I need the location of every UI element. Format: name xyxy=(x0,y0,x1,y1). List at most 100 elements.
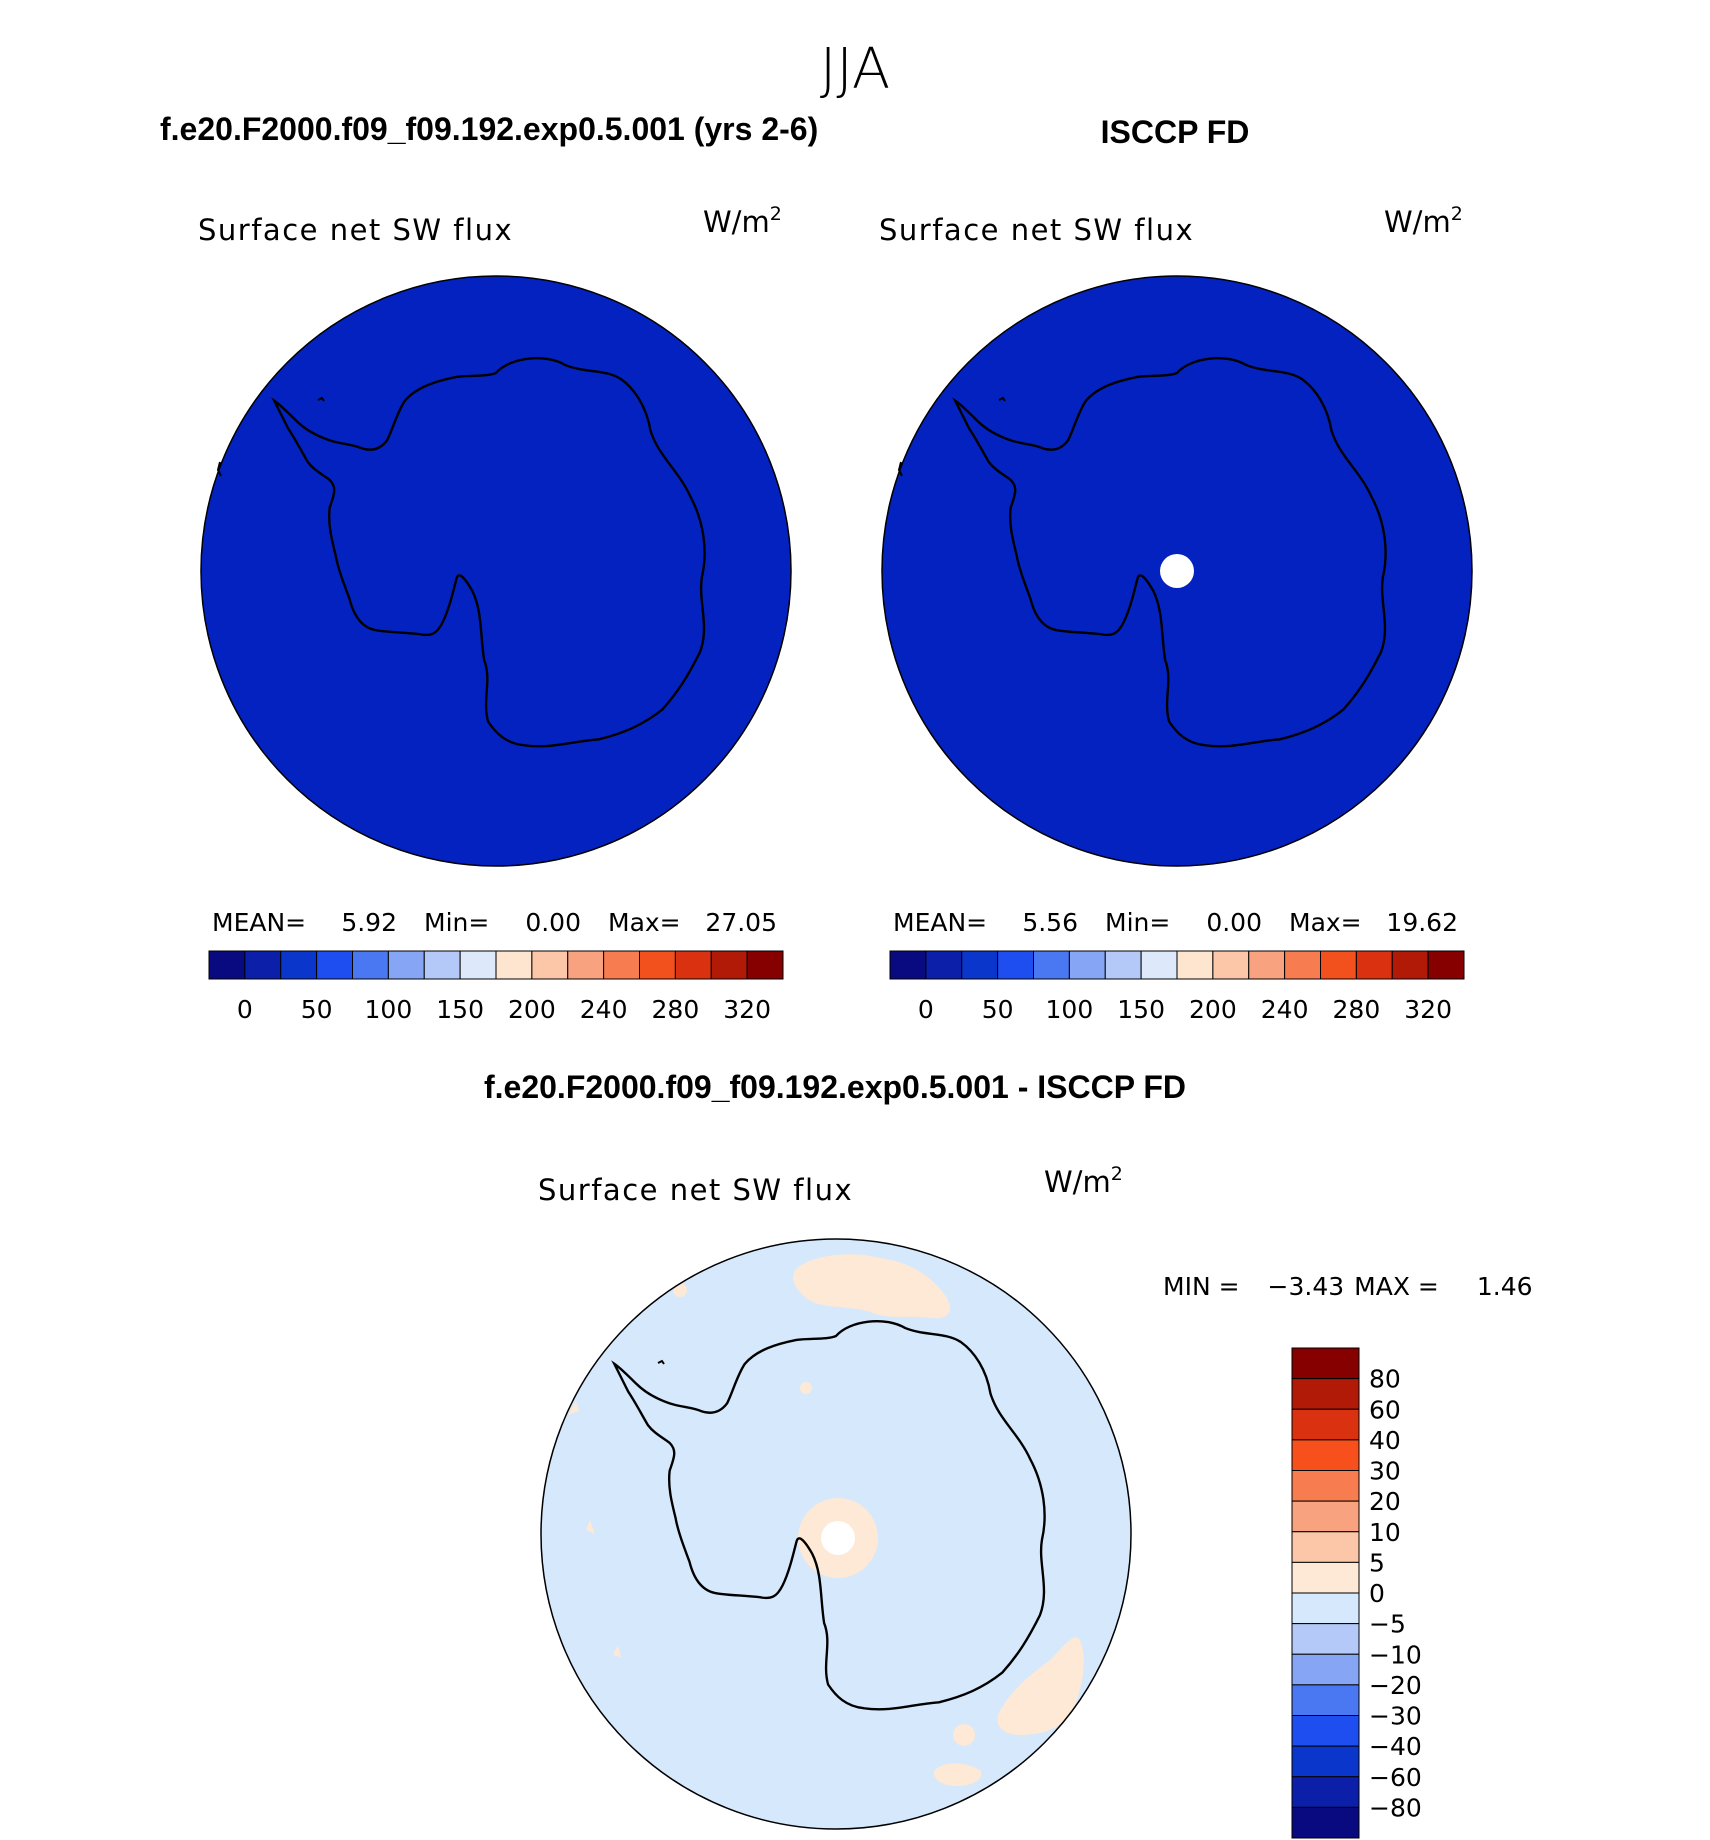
colorbar-tick-label: 320 xyxy=(1404,995,1452,1024)
colorbar-tick-label: 0 xyxy=(237,995,253,1024)
colorbar-swatch xyxy=(1291,1653,1360,1686)
colorbar-swatch xyxy=(208,950,246,980)
colorbar-tick-label: 20 xyxy=(1369,1487,1401,1516)
colorbar-swatch xyxy=(1291,1561,1360,1594)
colorbar-tick-label: 50 xyxy=(301,995,333,1024)
colorbar-tick-label: 5 xyxy=(1369,1548,1385,1577)
colorbar-swatch xyxy=(710,950,748,980)
colorbar-tick-label: 100 xyxy=(1046,995,1094,1024)
season-title: JJA xyxy=(820,37,890,102)
model-map-disk xyxy=(200,275,792,867)
colorbar-tick-label: 280 xyxy=(652,995,700,1024)
colorbar-swatch xyxy=(1284,950,1321,980)
colorbar-tick-label: 200 xyxy=(1189,995,1237,1024)
diff-pole-missing xyxy=(821,1521,855,1555)
colorbar-swatch xyxy=(567,950,605,980)
colorbar-swatch xyxy=(316,950,353,980)
obs-pole-missing xyxy=(1160,554,1194,588)
model-colorbar: 0 50 100 150 200 240 280 320 xyxy=(208,950,784,1024)
colorbar-swatch xyxy=(244,950,282,980)
obs-mean-label: MEAN= xyxy=(893,908,987,937)
obs-min-label: Min= xyxy=(1105,908,1170,937)
colorbar-swatch xyxy=(1391,950,1429,980)
diff-positive-patch xyxy=(586,1520,595,1534)
obs-variable-label: Surface net SW flux xyxy=(879,213,1194,247)
colorbar-swatch xyxy=(1291,1470,1360,1502)
colorbar-tick-label: 0 xyxy=(918,995,934,1024)
model-max-label: Max= xyxy=(608,908,681,937)
colorbar-swatch xyxy=(674,950,712,980)
colorbar-swatch xyxy=(280,950,318,980)
diff-positive-patch xyxy=(800,1382,812,1394)
colorbar-swatch xyxy=(1291,1592,1360,1625)
model-panel: Surface net SW flux W/m2 MEAN= 5.92 Min=… xyxy=(198,203,792,1024)
diff-map xyxy=(540,1238,1132,1830)
diff-positive-patch xyxy=(613,1645,621,1657)
colorbar-tick-label: −5 xyxy=(1369,1610,1406,1639)
colorbar-tick-label: 280 xyxy=(1333,995,1381,1024)
diff-variable-label: Surface net SW flux xyxy=(538,1173,853,1207)
colorbar-swatch xyxy=(961,950,999,980)
obs-colorbar: 0 50 100 150 200 240 280 320 xyxy=(889,950,1465,1024)
colorbar-tick-label: 100 xyxy=(365,995,413,1024)
colorbar-swatch xyxy=(1291,1408,1360,1441)
colorbar-tick-label: 0 xyxy=(1369,1579,1385,1608)
colorbar-swatch xyxy=(1104,950,1142,980)
model-units-label: W/m2 xyxy=(703,203,782,239)
obs-title: ISCCP FD xyxy=(1101,114,1250,150)
colorbar-swatch xyxy=(1320,950,1357,980)
colorbar-swatch xyxy=(1212,950,1250,980)
model-max-value: 27.05 xyxy=(705,908,777,937)
colorbar-swatch xyxy=(1291,1745,1360,1778)
diff-positive-patch xyxy=(997,1637,1084,1735)
obs-panel: Surface net SW flux W/m2 MEAN= 5.56 Min=… xyxy=(879,203,1473,1024)
colorbar-tick-label: −60 xyxy=(1369,1763,1422,1792)
colorbar-swatch xyxy=(1291,1439,1360,1471)
obs-max-value: 19.62 xyxy=(1386,908,1458,937)
colorbar-swatch xyxy=(1068,950,1106,980)
diff-title: f.e20.F2000.f09_f09.192.exp0.5.001 - ISC… xyxy=(484,1069,1186,1105)
colorbar-swatch xyxy=(639,950,676,980)
colorbar-swatch xyxy=(1291,1347,1360,1380)
model-mean-value: 5.92 xyxy=(341,908,397,937)
colorbar-swatch xyxy=(1140,950,1178,980)
diff-panel: Surface net SW flux W/m2 MIN = −3.43 MAX =… xyxy=(538,1163,1533,1839)
colorbar-swatch xyxy=(1291,1500,1360,1533)
colorbar-swatch xyxy=(1291,1531,1360,1563)
colorbar-tick-label: 200 xyxy=(508,995,556,1024)
model-variable-label: Surface net SW flux xyxy=(198,213,513,247)
colorbar-swatch xyxy=(352,950,389,980)
colorbar-tick-label: 80 xyxy=(1369,1365,1401,1394)
obs-min-value: 0.00 xyxy=(1206,908,1262,937)
obs-max-label: Max= xyxy=(1289,908,1362,937)
diff-positive-patch xyxy=(568,1401,579,1415)
colorbar-tick-label: 40 xyxy=(1369,1426,1401,1455)
colorbar-swatch xyxy=(1355,950,1393,980)
colorbar-swatch xyxy=(423,950,461,980)
diff-positive-patch xyxy=(953,1724,975,1746)
colorbar-tick-label: −80 xyxy=(1369,1793,1422,1822)
colorbar-swatch xyxy=(1427,950,1465,980)
obs-map xyxy=(881,275,1473,867)
diff-positive-patch xyxy=(673,1283,687,1297)
colorbar-swatch xyxy=(603,950,640,980)
colorbar-swatch xyxy=(495,950,533,980)
model-map xyxy=(200,275,792,867)
colorbar-swatch xyxy=(1291,1776,1360,1808)
obs-stats: MEAN= 5.56 Min= 0.00 Max= 19.62 xyxy=(893,908,1458,937)
colorbar-tick-label: 60 xyxy=(1369,1395,1401,1424)
colorbar-tick-label: 320 xyxy=(723,995,771,1024)
colorbar-swatch xyxy=(387,950,425,980)
colorbar-tick-label: 50 xyxy=(982,995,1014,1024)
colorbar-swatch xyxy=(1291,1684,1360,1716)
colorbar-swatch xyxy=(1176,950,1214,980)
case-title: f.e20.F2000.f09_f09.192.exp0.5.001 (yrs … xyxy=(160,111,818,147)
colorbar-swatch xyxy=(1291,1623,1360,1655)
model-min-value: 0.00 xyxy=(525,908,581,937)
model-mean-label: MEAN= xyxy=(212,908,306,937)
colorbar-swatch xyxy=(925,950,963,980)
colorbar-swatch xyxy=(889,950,927,980)
colorbar-swatch xyxy=(1033,950,1070,980)
colorbar-swatch xyxy=(997,950,1034,980)
